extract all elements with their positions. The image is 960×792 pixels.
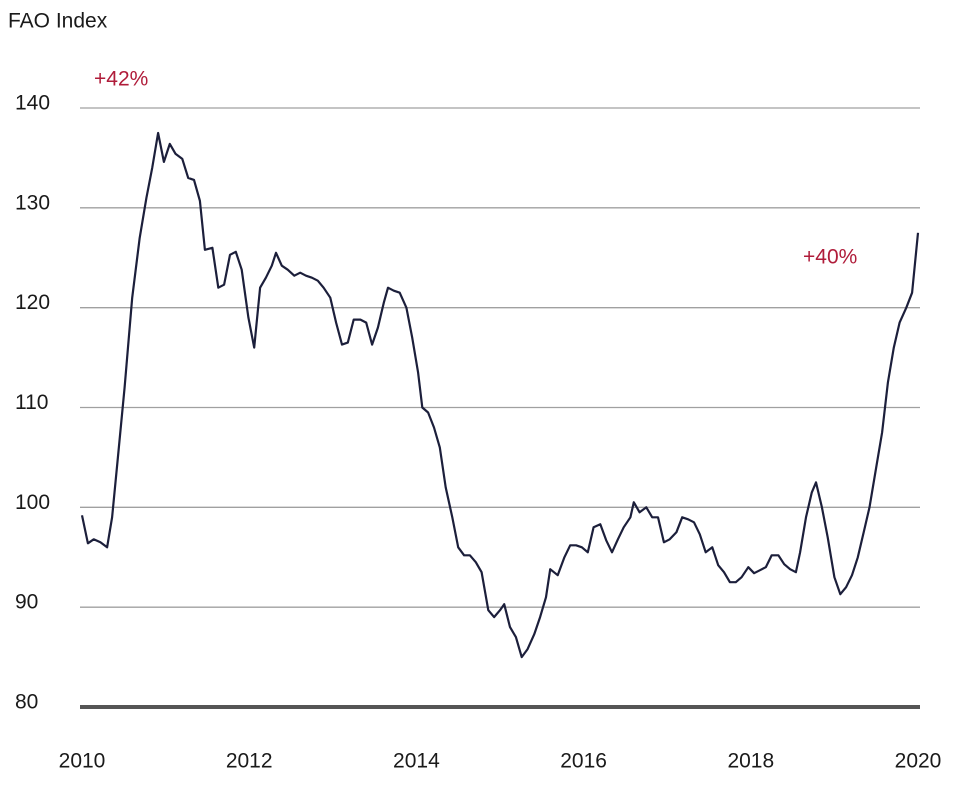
y-tick-label: 110 (15, 391, 48, 414)
annotation: +40% (803, 246, 857, 269)
data-line (80, 131, 920, 659)
y-tick-label: 80 (15, 691, 38, 714)
x-tick-label: 2020 (895, 750, 942, 773)
x-tick-label: 2018 (727, 750, 774, 773)
x-tick-label: 2014 (393, 750, 440, 773)
y-axis-label: FAO Index (8, 10, 108, 33)
y-tick-label: 90 (15, 591, 38, 614)
y-tick-label: 120 (15, 291, 50, 314)
y-tick-label: 100 (15, 491, 50, 514)
annotation: +42% (94, 68, 148, 91)
x-tick-label: 2016 (560, 750, 607, 773)
y-tick-label: 140 (15, 92, 50, 115)
x-tick-label: 2012 (226, 750, 273, 773)
y-tick-label: 130 (15, 191, 50, 214)
x-tick-label: 2010 (59, 750, 106, 773)
